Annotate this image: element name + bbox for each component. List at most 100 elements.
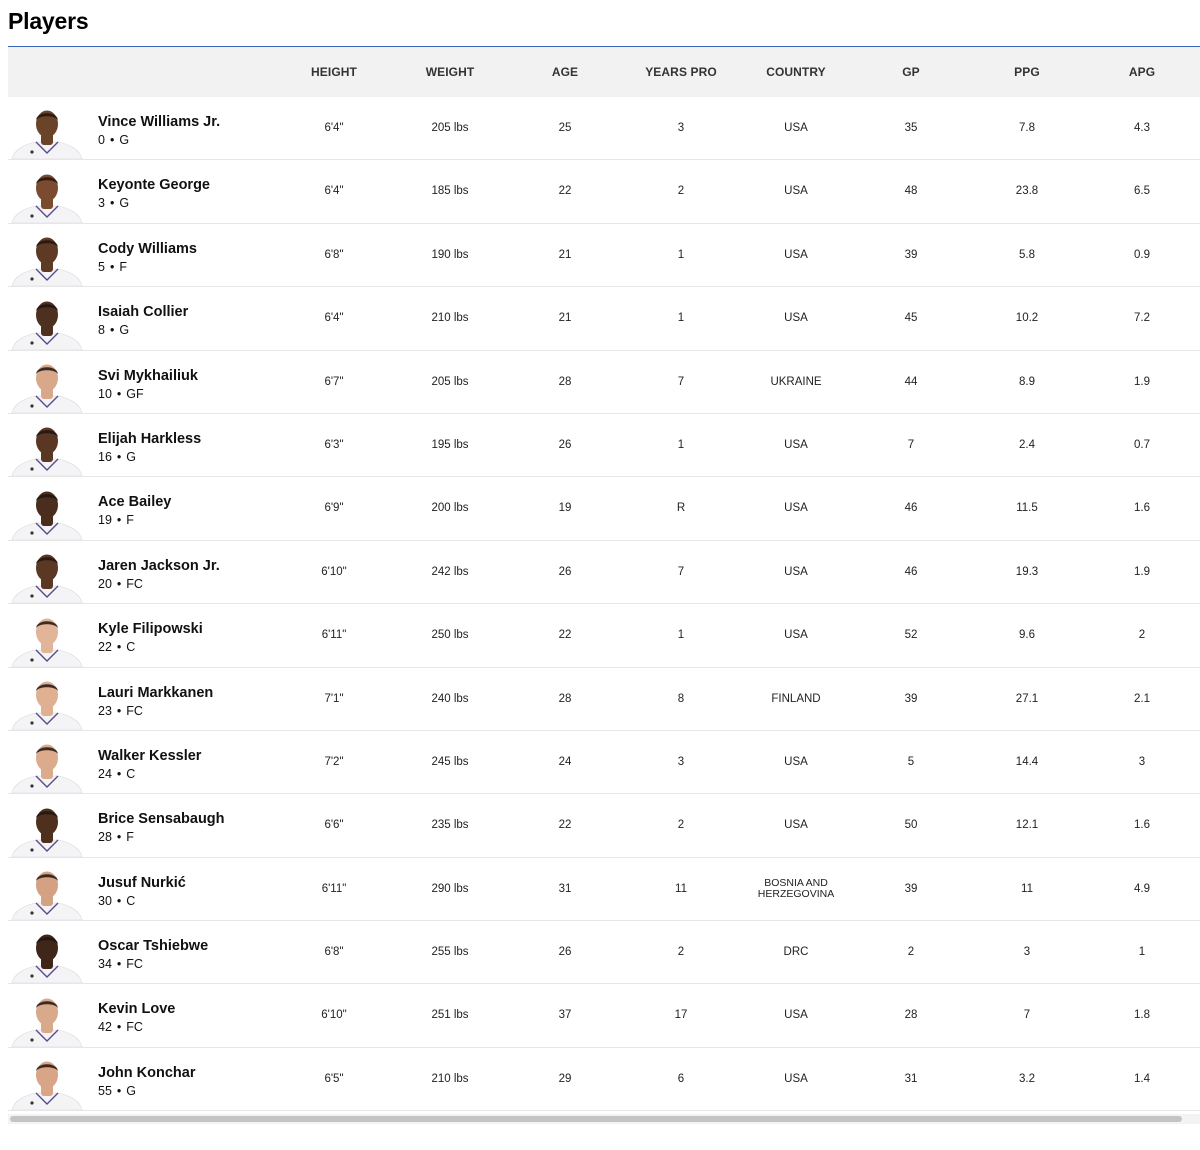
cell-weight: 242 lbs [431, 565, 469, 578]
column-header-age[interactable]: AGE [551, 65, 579, 79]
player-name[interactable]: Isaiah Collier [98, 304, 189, 321]
column-header-ppg[interactable]: PPG [1014, 65, 1040, 79]
cell-gp: 46 [904, 502, 918, 515]
table-row[interactable]: Jusuf Nurkić 30 • C 6'11" 290 lbs 31 11 BOSNIA A… [8, 858, 1200, 922]
table-row[interactable]: Lauri Markkanen 23 • FC 7'1" 240 lbs 28 8 FINLAN… [8, 668, 1200, 731]
player-name[interactable]: Ace Bailey [98, 494, 172, 511]
player-name[interactable]: Lauri Markkanen [98, 684, 214, 701]
table-row[interactable]: Oscar Tshiebwe 34 • FC 6'8" 255 lbs 26 2 DRC 2 3 1 [8, 921, 1200, 985]
player-number-position: 30 • C [98, 894, 135, 908]
cell-ppg: 9.6 [1019, 629, 1035, 642]
cell-years-pro: 6 [677, 1072, 685, 1085]
column-header-gp[interactable]: GP [902, 65, 920, 79]
table-row[interactable]: Elijah Harkless 16 • G 6'3" 195 lbs 26 1 USA 7 2.4… [8, 414, 1200, 478]
table-row[interactable]: Brice Sensabaugh 28 • F 6'6" 235 lbs 22 2 USA 50 1… [8, 794, 1200, 858]
player-position: C [126, 766, 136, 781]
cell-apg: 3 [1138, 755, 1146, 768]
separator-dot: • [116, 830, 122, 845]
jersey-number: 55 [98, 1083, 112, 1098]
column-header-height[interactable]: HEIGHT [311, 65, 357, 79]
player-name[interactable]: Brice Sensabaugh [98, 811, 225, 828]
cell-height: 6'6" [324, 819, 344, 832]
player-position: G [119, 133, 130, 147]
player-position: F [126, 513, 134, 528]
table-row[interactable]: Vince Williams Jr. 0 • G 6'4" 205 lbs 25 3 USA 35… [8, 97, 1200, 161]
separator-dot: • [116, 766, 122, 781]
cell-height: 6'7" [324, 375, 344, 388]
player-name[interactable]: Jaren Jackson Jr. [98, 557, 220, 574]
cell-country: USA [784, 819, 808, 832]
cell-height: 6'9" [324, 502, 344, 515]
cell-gp: 46 [904, 565, 918, 578]
table-row[interactable]: Kyle Filipowski 22 • C 6'11" 250 lbs 22 1 USA 52 9… [8, 604, 1200, 668]
player-name[interactable]: Cody Williams [98, 240, 197, 257]
cell-height: 6'4" [324, 185, 344, 198]
player-number-position: 20 • FC [98, 577, 143, 591]
player-headshot [10, 294, 84, 350]
table-row[interactable]: John Konchar 55 • G 6'5" 210 lbs 29 6 USA 31 3.2 1.… [8, 1048, 1200, 1112]
jersey-number: 0 [98, 133, 105, 147]
cell-weight: 205 lbs [431, 122, 469, 134]
cell-weight: 240 lbs [431, 692, 469, 705]
player-position: G [119, 196, 130, 211]
table-row[interactable]: Isaiah Collier 8 • G 6'4" 210 lbs 21 1 USA 45 10.2… [8, 287, 1200, 351]
cell-height: 6'4" [324, 122, 344, 134]
table-header: HEIGHT WEIGHT AGE YEARS PRO COUNTRY GP PPG APG [8, 47, 1200, 97]
player-number-position: 24 • C [98, 767, 135, 781]
cell-gp: 52 [904, 629, 918, 642]
player-number-position: 42 • FC [98, 1020, 143, 1034]
player-name[interactable]: Jusuf Nurkić [98, 874, 186, 891]
cell-height: 6'11" [321, 882, 347, 895]
player-number-position: 34 • FC [98, 957, 143, 971]
cell-gp: 39 [904, 882, 918, 895]
player-name[interactable]: Kyle Filipowski [98, 621, 203, 638]
jersey-number: 34 [98, 957, 112, 972]
player-number-position: 19 • F [98, 513, 134, 527]
player-headshot [10, 167, 84, 223]
player-name[interactable]: Keyonte George [98, 177, 210, 194]
table-row[interactable]: Walker Kessler 24 • C 7'2" 245 lbs 24 3 USA 5 14.4… [8, 731, 1200, 795]
player-name[interactable]: Elijah Harkless [98, 430, 202, 447]
player-headshot [10, 927, 84, 984]
table-row[interactable]: Cody Williams 5 • F 6'8" 190 lbs 21 1 USA 39 5.8 0.… [8, 224, 1200, 288]
cell-country: BOSNIA AND HERZEGOVINA [757, 877, 835, 901]
cell-age: 37 [558, 1009, 572, 1022]
player-name[interactable]: Kevin Love [98, 1001, 176, 1018]
table-row[interactable]: Ace Bailey 19 • F 6'9" 200 lbs 19 R USA 46 11.5 1.6 [8, 477, 1200, 541]
table-row[interactable]: Svi Mykhailiuk 10 • GF 6'7" 205 lbs 28 7 UKRAINE… [8, 351, 1200, 414]
cell-height: 7'1" [324, 692, 344, 705]
cell-ppg: 27.1 [1015, 692, 1039, 705]
player-name[interactable]: Oscar Tshiebwe [98, 938, 209, 955]
player-headshot [10, 991, 84, 1047]
player-name[interactable]: John Konchar [98, 1064, 196, 1081]
table-row[interactable]: Keyonte George 3 • G 6'4" 185 lbs 22 2 USA 48 23.8… [8, 160, 1200, 224]
cell-country: USA [784, 312, 808, 325]
jersey-number: 23 [98, 703, 112, 718]
separator-dot: • [109, 196, 115, 211]
scrollbar-thumb[interactable] [10, 1116, 1182, 1122]
table-row[interactable]: Jaren Jackson Jr. 20 • FC 6'10" 242 lbs 26 7 USA… [8, 541, 1200, 605]
cell-weight: 250 lbs [431, 629, 469, 642]
cell-years-pro: 1 [677, 312, 685, 325]
separator-dot: • [109, 133, 115, 147]
column-header-country[interactable]: COUNTRY [766, 65, 826, 79]
cell-age: 26 [558, 565, 572, 578]
cell-ppg: 7.8 [1019, 122, 1035, 134]
cell-gp: 2 [907, 946, 915, 959]
cell-country: USA [784, 565, 808, 578]
player-name[interactable]: Svi Mykhailiuk [98, 367, 198, 384]
cell-ppg: 19.3 [1015, 565, 1039, 578]
player-name[interactable]: Vince Williams Jr. [98, 114, 221, 130]
cell-weight: 185 lbs [431, 185, 469, 198]
player-number-position: 8 • G [98, 323, 129, 337]
column-header-weight[interactable]: WEIGHT [425, 65, 475, 79]
player-name[interactable]: Walker Kessler [98, 747, 202, 764]
cell-ppg: 3 [1023, 946, 1031, 959]
player-number-position: 0 • G [98, 133, 129, 147]
player-number-position: 55 • G [98, 1084, 136, 1098]
table-row[interactable]: Kevin Love 42 • FC 6'10" 251 lbs 37 17 USA 28 7 1.8 [8, 984, 1200, 1048]
column-header-years-pro[interactable]: YEARS PRO [645, 65, 717, 79]
column-header-apg[interactable]: APG [1128, 65, 1156, 79]
cell-ppg: 12.1 [1015, 819, 1039, 832]
horizontal-scrollbar[interactable] [8, 1114, 1200, 1124]
